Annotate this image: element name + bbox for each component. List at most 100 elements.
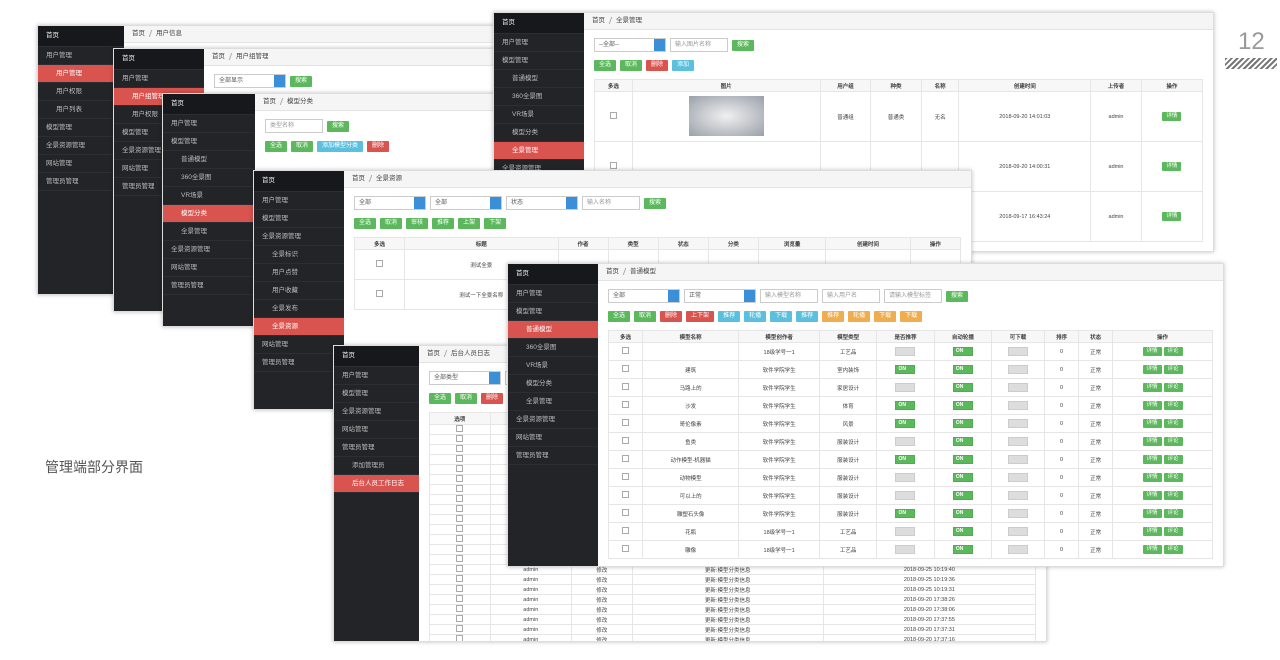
checkbox[interactable]: [456, 555, 464, 562]
toggle[interactable]: ON: [895, 401, 916, 410]
checkbox[interactable]: [622, 419, 629, 426]
toggle[interactable]: [1008, 491, 1029, 500]
menu-item[interactable]: 网站管理: [163, 259, 255, 277]
toggle[interactable]: [895, 491, 916, 500]
op-button[interactable]: 评论: [1163, 383, 1183, 392]
toggle[interactable]: [895, 473, 916, 482]
action-button[interactable]: 取消: [455, 393, 478, 404]
toggle[interactable]: ON: [952, 509, 973, 518]
select[interactable]: 全部: [608, 289, 680, 303]
checkbox[interactable]: [456, 495, 464, 502]
menu-item[interactable]: 首页: [334, 346, 419, 367]
checkbox[interactable]: [456, 575, 464, 582]
menu-item[interactable]: 首页: [508, 264, 598, 285]
menu-item[interactable]: 添加管理员: [334, 457, 419, 475]
menu-item[interactable]: 用户管理: [494, 34, 584, 52]
menu-item[interactable]: 用户管理: [163, 115, 255, 133]
checkbox[interactable]: [622, 473, 629, 480]
menu-item[interactable]: 全景管理: [494, 142, 584, 160]
menu-item[interactable]: 全景资源管理: [334, 403, 419, 421]
action-button[interactable]: 删除: [646, 60, 669, 71]
menu-item[interactable]: 全景资源管理: [163, 241, 255, 259]
toggle[interactable]: [1008, 437, 1029, 446]
text-input[interactable]: 输入用户名: [822, 289, 880, 303]
toggle[interactable]: [1008, 527, 1029, 536]
action-button[interactable]: 添加模型分类: [317, 141, 364, 152]
checkbox[interactable]: [456, 635, 464, 641]
checkbox[interactable]: [622, 347, 629, 354]
action-button[interactable]: 全选: [429, 393, 452, 404]
menu-item[interactable]: VR场景: [163, 187, 255, 205]
menu-item[interactable]: 模型分类: [163, 205, 255, 223]
op-button[interactable]: 评论: [1163, 491, 1183, 500]
toggle[interactable]: ON: [895, 365, 916, 374]
op-button[interactable]: 评论: [1163, 347, 1183, 356]
action-button[interactable]: 下架: [484, 218, 507, 229]
checkbox[interactable]: [456, 505, 464, 512]
checkbox[interactable]: [456, 625, 464, 632]
checkbox[interactable]: [456, 425, 464, 432]
menu-item[interactable]: 网站管理: [334, 421, 419, 439]
menu-item[interactable]: 用户管理: [334, 367, 419, 385]
action-button[interactable]: 全选: [354, 218, 377, 229]
action-button[interactable]: 下载: [770, 311, 793, 322]
menu-item[interactable]: 用户权限: [114, 106, 204, 124]
menu-item[interactable]: 模型管理: [254, 210, 344, 228]
toggle[interactable]: [895, 383, 916, 392]
toggle[interactable]: [1008, 401, 1029, 410]
action-button[interactable]: 推荐: [796, 311, 819, 322]
menu-item[interactable]: 用户权限: [38, 83, 124, 101]
checkbox[interactable]: [456, 475, 464, 482]
menu-item[interactable]: 用户管理: [114, 70, 204, 88]
toggle[interactable]: ON: [952, 419, 973, 428]
op-button[interactable]: 详情: [1142, 545, 1162, 554]
menu-item[interactable]: 模型管理: [494, 52, 584, 70]
op-button[interactable]: 详情: [1142, 455, 1162, 464]
text-input[interactable]: 输入模型名称: [760, 289, 818, 303]
menu-item[interactable]: 全景资源管理: [38, 137, 124, 155]
action-button[interactable]: 删除: [481, 393, 504, 404]
op-button[interactable]: 详情: [1142, 383, 1162, 392]
toggle[interactable]: [1008, 383, 1029, 392]
toggle[interactable]: ON: [952, 455, 973, 464]
menu-item[interactable]: 全景资源: [254, 318, 344, 336]
menu-item[interactable]: 后台人员工作日志: [334, 475, 419, 493]
action-button[interactable]: 下载: [874, 311, 897, 322]
toggle[interactable]: ON: [952, 383, 973, 392]
op-button[interactable]: 详情: [1162, 162, 1182, 171]
action-button[interactable]: 轮播: [848, 311, 871, 322]
search-button[interactable]: 搜索: [290, 75, 313, 87]
action-button[interactable]: 取消: [380, 218, 403, 229]
menu-item[interactable]: 首页: [163, 94, 255, 115]
menu-item[interactable]: 网站管理: [38, 155, 124, 173]
menu-item[interactable]: 网站管理: [114, 160, 204, 178]
search-button[interactable]: 搜索: [946, 290, 969, 302]
menu-item[interactable]: 首页: [38, 26, 124, 47]
toggle[interactable]: ON: [952, 527, 973, 536]
menu-item[interactable]: 用户管理: [38, 65, 124, 83]
checkbox[interactable]: [622, 545, 629, 552]
op-button[interactable]: 详情: [1142, 437, 1162, 446]
checkbox[interactable]: [456, 585, 464, 592]
checkbox[interactable]: [456, 545, 464, 552]
op-button[interactable]: 详情: [1142, 509, 1162, 518]
checkbox[interactable]: [456, 605, 464, 612]
toggle[interactable]: ON: [952, 347, 973, 356]
action-button[interactable]: 上架: [458, 218, 481, 229]
menu-item[interactable]: 全景资源管理: [254, 228, 344, 246]
toggle[interactable]: ON: [952, 491, 973, 500]
toggle[interactable]: [1008, 473, 1029, 482]
op-button[interactable]: 详情: [1142, 527, 1162, 536]
checkbox[interactable]: [609, 112, 617, 119]
checkbox[interactable]: [622, 527, 629, 534]
menu-item[interactable]: 模型管理: [163, 133, 255, 151]
checkbox[interactable]: [456, 485, 464, 492]
text-input[interactable]: 类型名称: [265, 119, 323, 133]
op-button[interactable]: 评论: [1163, 401, 1183, 410]
action-button[interactable]: 推荐: [822, 311, 845, 322]
menu-item[interactable]: 360全景图: [508, 339, 598, 357]
op-button[interactable]: 详情: [1162, 212, 1182, 221]
select[interactable]: 全部: [354, 196, 426, 210]
action-button[interactable]: 推荐: [718, 311, 741, 322]
menu-item[interactable]: 用户管理: [38, 47, 124, 65]
